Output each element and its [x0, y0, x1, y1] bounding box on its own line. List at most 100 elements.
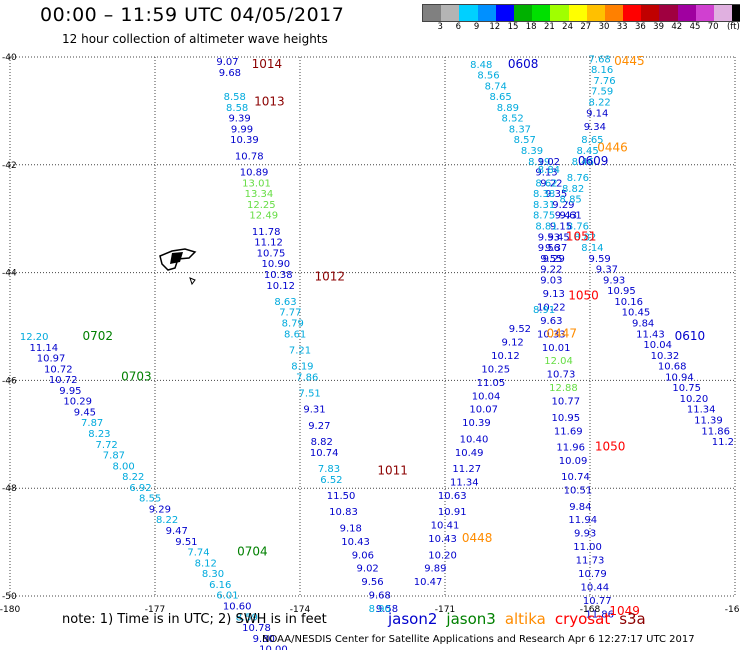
wave-height-value: 10.75 [257, 248, 286, 259]
wave-height-value: 8.79 [282, 319, 304, 330]
wave-height-value: 10.33 [537, 329, 566, 340]
wave-height-value: 9.37 [596, 265, 618, 276]
wave-height-value: 10.04 [472, 391, 501, 402]
wave-height-value: 11.96 [556, 442, 585, 453]
wave-height-value: 9.29 [149, 504, 171, 515]
wave-height-value: 10.29 [63, 397, 92, 408]
wave-height-value: 8.75 [533, 211, 555, 222]
wave-height-value: 10.75 [672, 383, 701, 394]
wave-height-value: 8.76 [567, 173, 589, 184]
wave-height-value: 8.81 [535, 221, 557, 232]
wave-height-value: 8.52 [502, 114, 524, 125]
pass-time-label: 0704 [237, 545, 268, 559]
axis-labels: -180 -177 -174 -171 -168 -165 -40 -42 -44 -46 -48 -… [0, 53, 740, 615]
wave-height-value: 8.56 [477, 71, 499, 82]
wave-height-value: 8.58 [226, 103, 248, 114]
wave-height-value: 11.50 [327, 491, 356, 502]
legend-jason2: jason2 [388, 610, 438, 628]
wave-height-value: 10.72 [44, 364, 73, 375]
satellite-legend: jason2 jason3 altika cryosat s3a [388, 610, 655, 628]
wave-height-value: 6.92 [129, 483, 151, 494]
wave-height-value: 9.93 [574, 529, 596, 540]
legend-cryosat: cryosat [554, 610, 611, 628]
wave-height-value: 9.95 [59, 386, 81, 397]
wave-height-value: 12.49 [249, 211, 278, 222]
color-scale-label: 42 [671, 22, 683, 32]
wave-height-value: 9.06 [352, 550, 374, 561]
wave-height-value: 9.39 [228, 114, 250, 125]
pass-time-label: 1013 [254, 95, 285, 109]
wave-height-value: 6.01 [216, 591, 238, 602]
color-scale-label: 15 [507, 22, 519, 32]
color-scale-label: 36 [634, 22, 646, 32]
wave-height-value: 10.09 [559, 456, 588, 467]
color-swatch-14 [677, 5, 696, 21]
lat-tick-label: -44 [2, 269, 17, 279]
wave-height-value: 9.59 [589, 254, 611, 265]
wave-height-value: 8.65 [489, 92, 511, 103]
color-scale-label: 21 [543, 22, 555, 32]
wave-height-value: 8.91 [533, 305, 555, 316]
wave-height-value: 10.63 [438, 491, 467, 502]
island-outline [159, 248, 197, 286]
wave-height-value: 13.01 [242, 178, 271, 189]
wave-height-value: 8.90 [369, 604, 391, 615]
lon-tick-label: -180 [0, 605, 20, 615]
wave-height-value: 8.76 [567, 221, 589, 232]
wave-height-value: 10.39 [230, 135, 259, 146]
wave-height-value: 10.91 [438, 507, 467, 518]
wave-height-value: 9.68 [219, 68, 241, 79]
wave-height-value: 9.27 [308, 421, 330, 432]
wave-height-value: 9.58 [376, 604, 398, 615]
wave-height-value: 10.77 [552, 397, 581, 408]
wave-height-value: 10.97 [37, 354, 66, 365]
wave-height-value: 10.12 [491, 351, 520, 362]
wave-height-value: 11.14 [30, 343, 59, 354]
map-title: 00:00 – 11:59 UTC 04/05/2017 [40, 4, 345, 26]
color-swatch-4 [495, 5, 514, 21]
pass-time-label: 0447 [547, 326, 578, 340]
wave-height-value: 8.89 [497, 103, 519, 114]
wave-height-value: 10.77 [583, 596, 612, 607]
wave-height-value: 10.74 [310, 448, 339, 459]
color-scale-label: (ft) [726, 22, 740, 32]
wave-height-value: 10.72 [49, 375, 78, 386]
wave-height-value: 11.69 [554, 426, 583, 437]
wave-height-value: 9.29 [552, 200, 574, 211]
color-swatch-6 [532, 5, 551, 21]
color-swatch-3 [477, 5, 496, 21]
wave-height-value: 6.52 [320, 475, 342, 486]
wave-height-value: 7.83 [318, 464, 340, 475]
lat-tick-label: -50 [2, 592, 17, 602]
color-scale-label: 33 [616, 22, 628, 32]
wave-height-value: 9.61 [560, 211, 582, 222]
wave-height-value: 9.80 [253, 634, 275, 645]
wave-height-value: 8.82 [311, 437, 333, 448]
pass-time-label: 1049 [609, 604, 640, 618]
wave-height-value: 8.46 [572, 157, 594, 168]
wave-height-value: 8.39 [521, 146, 543, 157]
color-scale-label: 18 [525, 22, 537, 32]
wave-height-value: 10.39 [462, 418, 491, 429]
lon-tick-label: -174 [290, 605, 311, 615]
lat-tick-label: -40 [2, 53, 17, 63]
wave-height-value: 8.00 [112, 461, 134, 472]
wave-height-value: 10.20 [680, 394, 709, 405]
pass-time-label: 1050 [595, 439, 626, 453]
wave-height-value: 8.22 [156, 515, 178, 526]
wave-height-value: 9.12 [502, 337, 524, 348]
wave-height-value: 11.78 [252, 227, 281, 238]
wave-height-value: 10.20 [428, 550, 457, 561]
color-scale-label: 3 [437, 22, 443, 32]
pass-time-label: 0702 [83, 329, 114, 343]
pass-time-label: 0608 [508, 57, 539, 71]
lat-tick-label: -42 [2, 161, 17, 171]
color-swatch-16 [714, 5, 733, 21]
wave-height-value: 11.2 [712, 437, 734, 448]
altimeter-tracks: 9.079.688.588.589.399.9910.3910.7810.891… [20, 54, 734, 650]
color-scale-label: 70 [707, 22, 719, 32]
wave-height-value: 11.86 [585, 610, 614, 621]
wave-height-value: 9.02 [357, 564, 379, 575]
wave-height-value: 9.52 [509, 324, 531, 335]
